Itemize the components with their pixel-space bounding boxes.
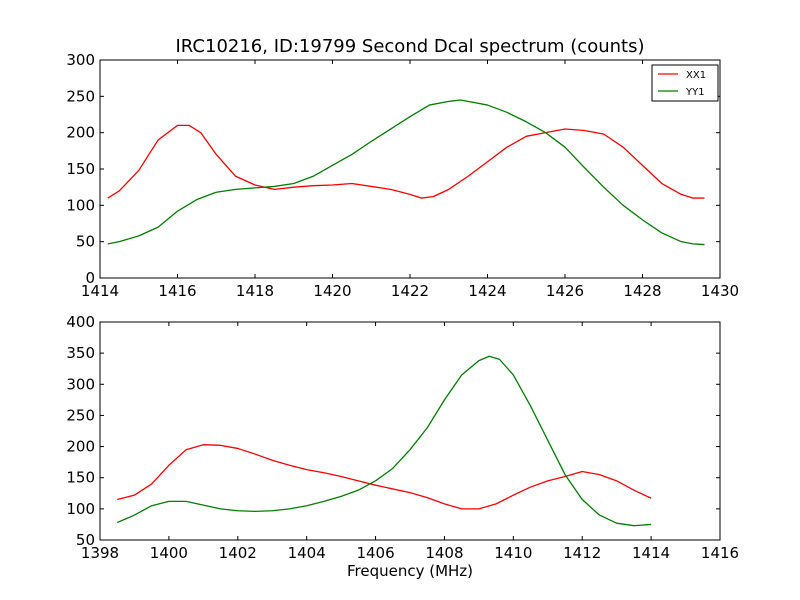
bottom-x-tick-label: 1406 <box>356 544 394 562</box>
bottom-y-tick-label: 150 <box>66 469 95 487</box>
bottom-y-tick-label: 300 <box>66 375 95 393</box>
top-y-tick-label: 0 <box>85 269 95 287</box>
bottom-x-tick-label: 1400 <box>150 544 188 562</box>
top-x-tick-label: 1426 <box>546 282 584 300</box>
bottom-y-tick-label: 200 <box>66 438 95 456</box>
bottom-panel: 1398 1400 1402 1404 1406 1408 1410 1412 1414 1416… <box>66 313 739 562</box>
top-x-tick-label: 1414 <box>81 282 119 300</box>
legend-label-xx1: XX1 <box>686 70 706 81</box>
bottom-x-tick-label: 1398 <box>81 544 119 562</box>
top-panel: 1414 1416 1418 1420 1422 1424 1426 1428 1430 0 50 1… <box>66 51 739 300</box>
top-x-tick-label: 1420 <box>313 282 351 300</box>
bottom-x-tick-label: 1416 <box>701 544 739 562</box>
top-y-tick-label: 200 <box>66 124 95 142</box>
bottom-x-tick-label: 1414 <box>632 544 670 562</box>
legend-label-yy1: YY1 <box>685 87 705 98</box>
top-y-tick-label: 100 <box>66 196 95 214</box>
bottom-x-tick-label: 1402 <box>219 544 257 562</box>
top-axes-frame <box>99 59 721 279</box>
top-legend: XX1 YY1 <box>651 64 719 102</box>
x-axis-label: Frequency (MHz) <box>347 562 473 580</box>
bottom-y-tick-label: 400 <box>66 313 95 331</box>
top-x-tick-label: 1416 <box>158 282 196 300</box>
bottom-y-tick-label: 100 <box>66 500 95 518</box>
legend-box <box>651 64 719 102</box>
top-y-tick-label: 50 <box>76 233 95 251</box>
top-series-xx1-line <box>107 124 705 199</box>
bottom-x-tick-label: 1412 <box>563 544 601 562</box>
top-y-tick-label: 150 <box>66 160 95 178</box>
top-series-yy1-line <box>107 99 705 246</box>
chart-title: IRC10216, ID:19799 Second Dcal spectrum … <box>176 36 645 57</box>
bottom-y-tick-label: 250 <box>66 406 95 424</box>
bottom-series-series-2-line <box>116 355 652 527</box>
top-x-tick-label: 1430 <box>701 282 739 300</box>
bottom-x-tick-label: 1410 <box>494 544 532 562</box>
top-y-tick-label: 300 <box>66 51 95 69</box>
bottom-x-tick-label: 1408 <box>425 544 463 562</box>
bottom-axes-frame <box>99 321 721 541</box>
bottom-x-tick-label: 1404 <box>288 544 326 562</box>
bottom-y-tick-label: 50 <box>76 531 95 549</box>
top-y-tick-label: 250 <box>66 87 95 105</box>
top-x-tick-label: 1422 <box>391 282 429 300</box>
bottom-series-series-1-line <box>117 444 652 510</box>
bottom-y-tick-label: 350 <box>66 344 95 362</box>
top-x-tick-label: 1424 <box>468 282 506 300</box>
top-x-tick-label: 1428 <box>623 282 661 300</box>
top-x-tick-label: 1418 <box>236 282 274 300</box>
